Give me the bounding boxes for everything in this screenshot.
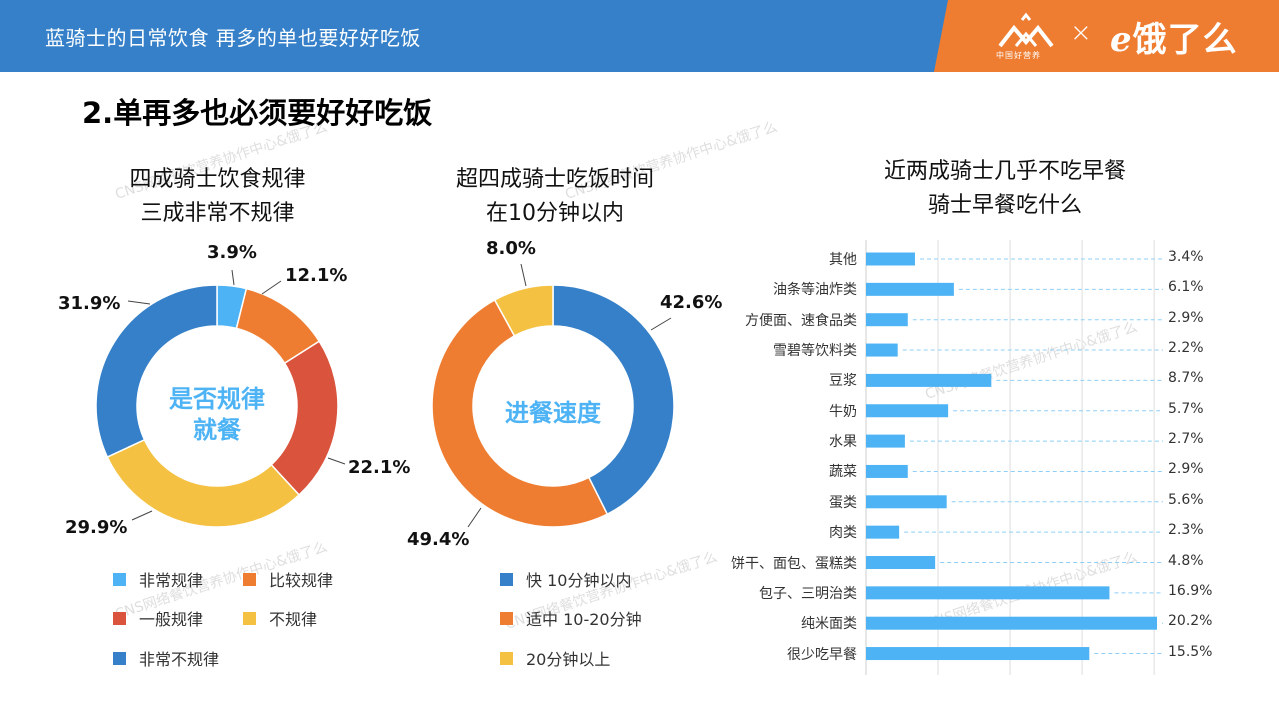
donut1-label-average: 22.1% (348, 457, 411, 478)
bar-category-label: 水果 (829, 434, 857, 451)
bar-category-label: 牛奶 (829, 403, 857, 420)
donut2-slice (552, 284, 675, 516)
legend-very-irregular: 非常不规律 (113, 646, 219, 670)
leader-line (261, 280, 282, 295)
legend-swatch (243, 572, 256, 586)
legend-irregular: 不规律 (243, 606, 317, 630)
bar-value-label: 4.8% (1168, 552, 1204, 569)
donut2-slice (431, 298, 609, 528)
bar (866, 252, 915, 266)
leader-line (520, 263, 527, 287)
bar (866, 313, 908, 327)
donut1-slice (95, 284, 218, 459)
eleme-e-icon: ℯ (1110, 20, 1133, 60)
leader-line (131, 510, 153, 521)
leader-line (127, 300, 151, 305)
legend-fast: 快 10分钟以内 (500, 567, 631, 591)
bar (866, 647, 1090, 661)
donut1-label-fairly-regular: 12.1% (285, 265, 348, 286)
bar (866, 616, 1157, 630)
bar (866, 556, 936, 569)
mountain-logo-icon (998, 12, 1054, 48)
donut1-center-label: 是否规律 就餐 (169, 385, 265, 444)
legend-swatch (243, 611, 256, 625)
legend-fairly-regular: 比较规律 (243, 567, 333, 591)
chart1-title: 四成骑士饮食规律 三成非常不规律 (129, 167, 306, 226)
bar-value-label: 3.4% (1168, 249, 1204, 265)
donut1-label-very-irregular: 31.9% (58, 293, 121, 314)
bar-value-label: 2.9% (1168, 309, 1204, 326)
bar-category-label: 其他 (829, 252, 857, 268)
bar-category-label: 豆浆 (829, 373, 857, 390)
bar-category-label: 纯米面类 (801, 616, 857, 633)
brand-cross: × (1070, 18, 1092, 48)
bar-category-label: 蛋类 (829, 494, 857, 511)
bar-value-label: 20.2% (1168, 613, 1213, 630)
brand-logo-area: 中国好营养 × ℯ饿了么 (934, 0, 1279, 72)
bar-value-label: 2.2% (1168, 340, 1204, 357)
donut2-center-label: 进餐速度 (505, 399, 601, 427)
legend-swatch (500, 651, 513, 665)
bar (866, 282, 954, 296)
donut2-label-moderate: 49.4% (407, 529, 470, 550)
bar-value-label: 6.1% (1168, 279, 1204, 296)
bar-category-label: 很少吃早餐 (787, 646, 857, 663)
leader-line (467, 507, 482, 528)
bar-value-label: 2.9% (1168, 461, 1204, 478)
bar-category-label: 雪碧等饮料类 (773, 343, 857, 360)
bar (866, 434, 905, 448)
brand-subtitle: 中国好营养 (996, 51, 1041, 60)
legend-swatch (500, 611, 513, 625)
bar-value-label: 8.7% (1168, 370, 1204, 387)
legend-swatch (113, 572, 126, 586)
bar (866, 343, 898, 357)
bar (866, 525, 900, 539)
legend-slow: 20分钟以上 (500, 646, 610, 670)
chart3-title: 近两成骑士几乎不吃早餐 骑士早餐吃什么 (883, 159, 1126, 218)
donut2-label-fast: 42.6% (660, 292, 723, 313)
bar-category-label: 肉类 (829, 525, 857, 542)
bar (866, 586, 1110, 600)
bar-value-label: 16.9% (1168, 582, 1213, 599)
bar-category-label: 饼干、面包、蛋糕类 (731, 555, 857, 572)
bar-category-label: 包子、三明治类 (759, 585, 857, 602)
bar (866, 404, 949, 418)
bar-value-label: 2.3% (1168, 522, 1204, 539)
bar-value-label: 2.7% (1168, 431, 1204, 448)
section-title: 2.单再多也必须要好好吃饭 (82, 96, 433, 130)
bar (866, 373, 992, 387)
bar-category-label: 方便面、速食品类 (745, 312, 857, 329)
donut1-slice (106, 438, 301, 528)
bar-value-label: 5.7% (1168, 400, 1204, 417)
legend-swatch (113, 651, 126, 665)
legend-moderate: 适中 10-20分钟 (500, 606, 642, 630)
eleme-wordmark: 饿了么 (1132, 20, 1238, 60)
leader-line (327, 457, 346, 465)
donut1-label-very-regular: 3.9% (207, 242, 257, 263)
bar-category-label: 蔬菜 (829, 464, 857, 481)
chart2-title: 超四成骑士吃饭时间 在10分钟以内 (455, 167, 654, 226)
legend-swatch (113, 611, 126, 625)
eleme-logo: ℯ饿了么 (1110, 12, 1238, 61)
donut1-label-irregular: 29.9% (65, 517, 128, 538)
legend-average: 一般规律 (113, 606, 203, 630)
bar (866, 495, 947, 509)
legend-swatch (500, 572, 513, 586)
header-title: 蓝骑士的日常饮食 再多的单也要好好吃饭 (45, 26, 421, 50)
leader-line (650, 317, 672, 331)
donut2-slice (493, 284, 554, 337)
bar-value-label: 15.5% (1168, 643, 1213, 660)
bar-value-label: 5.6% (1168, 491, 1204, 508)
bar-category-label: 油条等油炸类 (773, 282, 857, 299)
legend-very-regular: 非常规律 (113, 567, 203, 591)
donut2-label-slow: 8.0% (486, 238, 536, 259)
bar (866, 464, 908, 478)
leader-line (231, 269, 235, 286)
